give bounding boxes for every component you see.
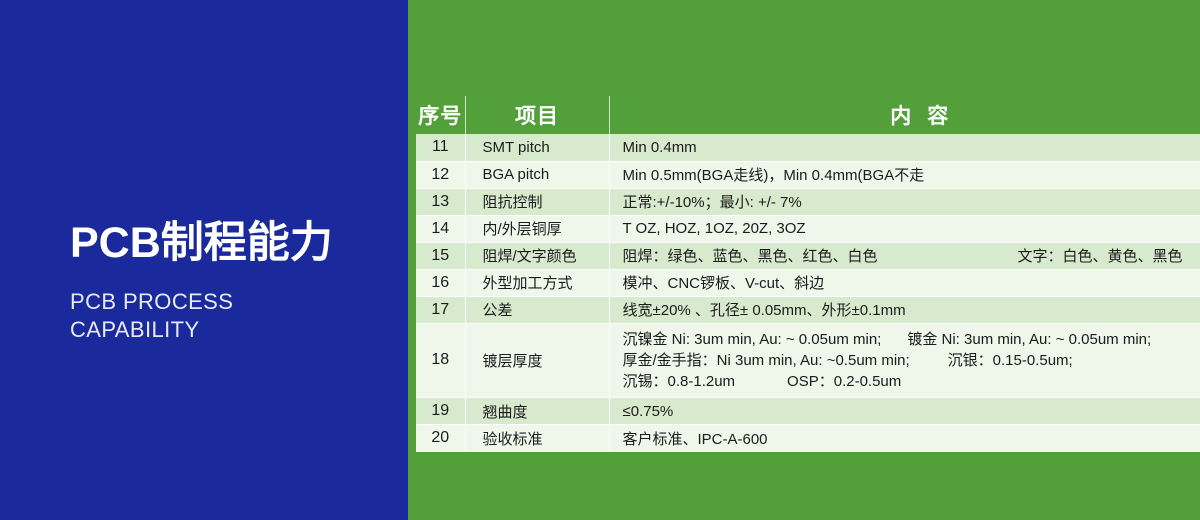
cell-content: T OZ, HOZ, 1OZ, 20Z, 3OZ [609,215,1200,243]
cell-no: 16 [416,269,466,297]
plating-silver: 沉银：0.15-0.5um; [947,351,1073,369]
table-row: 14 内/外层铜厚 T OZ, HOZ, 1OZ, 20Z, 3OZ [416,215,1200,243]
column-header-no: 序号 [416,96,466,134]
cell-item: 内/外层铜厚 [465,215,610,243]
cell-content: 模冲、CNC锣板、V-cut、斜边 [609,269,1200,297]
cell-item: 阻焊/文字颜色 [465,242,610,270]
plating-gold: 镀金 Ni: 3um min, Au: ~ 0.05um min; [907,330,1152,348]
table-row: 19 翘曲度 ≤0.75% [416,397,1200,426]
cell-item: 公差 [465,296,610,324]
cell-no: 17 [416,296,466,324]
cell-no: 11 [416,134,466,162]
table-row: 16 外型加工方式 模冲、CNC锣板、V-cut、斜边 [416,269,1200,297]
cell-no: 15 [416,242,466,270]
plating-enig: 沉镍金 Ni: 3um min, Au: ~ 0.05um min; [622,330,882,348]
cell-content-legend-text: 文字：白色、黄色、黑色 [1017,248,1183,265]
column-header-content-char2: 容 [927,105,950,128]
pcb-capability-table: 序号 项目 内容 11 SMT pitch Min 0.4mm 12 BGA p… [416,96,1200,453]
table-header-row: 序号 项目 内容 [416,96,1200,134]
cell-item: 阻抗控制 [465,188,610,216]
cell-content: ≤0.75% [609,397,1200,426]
title-block: PCB制程能力 PCB PROCESS CAPABILITY [70,219,400,344]
cell-content-line-2: 厚金/金手指：Ni 3um min, Au: ~0.5um min; 沉银：0.1… [623,350,1200,371]
table-row: 15 阻焊/文字颜色 阻焊：绿色、蓝色、黑色、红色、白色 文字：白色、黄色、黑色 [416,242,1200,270]
column-header-content-char1: 内 [890,105,928,128]
table-header: 序号 项目 内容 [416,96,1200,134]
table-row: 18 镀层厚度 沉镍金 Ni: 3um min, Au: ~ 0.05um mi… [416,323,1200,399]
left-title-panel: PCB制程能力 PCB PROCESS CAPABILITY [0,0,408,520]
column-header-content: 内容 [609,96,1200,134]
plating-tin: 沉锡：0.8-1.2um [622,373,736,391]
cell-item: 翘曲度 [465,397,610,426]
column-header-item: 项目 [465,96,610,134]
cell-content-line-3: 沉锡：0.8-1.2um OSP：0.2-0.5um [623,371,1200,392]
right-content-panel: 序号 项目 内容 11 SMT pitch Min 0.4mm 12 BGA p… [408,0,1200,520]
cell-item: 镀层厚度 [465,323,610,399]
cell-no: 12 [416,161,466,189]
cell-item: BGA pitch [465,161,610,189]
plating-thick-gold: 厚金/金手指：Ni 3um min, Au: ~0.5um min; [622,351,910,369]
cell-item: 验收标准 [465,424,610,453]
table-row: 11 SMT pitch Min 0.4mm [416,134,1200,162]
cell-item: 外型加工方式 [465,269,610,297]
table-row: 20 验收标准 客户标准、IPC-A-600 [416,424,1200,453]
cell-content: Min 0.4mm [609,134,1200,162]
table-row: 17 公差 线宽±20% 、孔径± 0.05mm、外形±0.1mm [416,296,1200,324]
cell-content: Min 0.5mm(BGA走线)，Min 0.4mm(BGA不走 [609,161,1200,189]
cell-content: 正常:+/-10%；最小: +/- 7% [609,188,1200,216]
cell-no: 13 [416,188,466,216]
page-subtitle-line1: PCB PROCESS [70,289,234,315]
cell-content: 客户标准、IPC-A-600 [609,424,1200,453]
cell-content: 沉镍金 Ni: 3um min, Au: ~ 0.05um min; 镀金 Ni:… [609,323,1200,399]
plating-osp: OSP：0.2-0.5um [787,373,902,391]
page-subtitle-line2: CAPABILITY [70,317,200,343]
cell-no: 19 [416,397,466,426]
cell-no: 14 [416,215,466,243]
cell-content-line-1: 沉镍金 Ni: 3um min, Au: ~ 0.05um min; 镀金 Ni:… [623,329,1200,350]
cell-content: 阻焊：绿色、蓝色、黑色、红色、白色 文字：白色、黄色、黑色 [609,242,1200,270]
table-body: 11 SMT pitch Min 0.4mm 12 BGA pitch Min … [416,134,1200,453]
page-title-cn: PCB制程能力 [70,219,333,267]
cell-no: 18 [416,323,466,399]
table-row: 13 阻抗控制 正常:+/-10%；最小: +/- 7% [416,188,1200,216]
cell-content-solder-mask: 阻焊：绿色、蓝色、黑色、红色、白色 [622,248,878,265]
cell-item: SMT pitch [465,134,610,162]
cell-no: 20 [416,424,466,453]
table-row: 12 BGA pitch Min 0.5mm(BGA走线)，Min 0.4mm(… [416,161,1200,189]
page-subtitle-en: PCB PROCESS CAPABILITY [70,288,400,344]
cell-content: 线宽±20% 、孔径± 0.05mm、外形±0.1mm [609,296,1200,324]
